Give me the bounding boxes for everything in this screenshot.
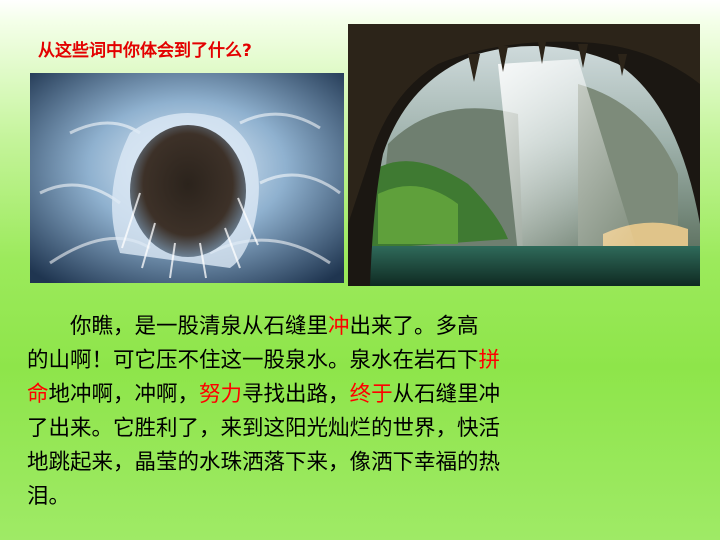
passage-segment: 出来了。多高 [349,314,479,339]
passage-segment: 从石缝里冲 [392,382,501,407]
highlighted-word: 命 [27,382,49,407]
passage-segment: 寻找出路， [242,382,350,407]
passage-line: 泪。 [27,480,667,514]
passage-line: 了出来。它胜利了，来到这阳光灿烂的世界，快活 [27,412,667,446]
passage-line: 地跳起来，晶莹的水珠洒落下来，像洒下幸福的热 [27,446,667,480]
cave-waterfall-photo [348,24,700,286]
passage-line: 你瞧，是一股清泉从石缝里冲出来了。多高 [27,310,667,344]
passage-segment: 的山啊！可它压不住这一股泉水。泉水在岩石下 [27,348,479,373]
passage-text: 你瞧，是一股清泉从石缝里冲出来了。多高 的山啊！可它压不住这一股泉水。泉水在岩石下… [27,310,667,514]
highlighted-word: 终于 [349,382,393,407]
passage-segment: 了出来。它胜利了，来到这阳光灿烂的世界，快活 [27,416,501,441]
passage-segment: 地冲啊，冲啊， [48,382,200,407]
passage-segment: 泪。 [27,484,71,509]
passage-line: 命地冲啊，冲啊，努力寻找出路，终于从石缝里冲 [27,378,667,412]
highlighted-word: 拼 [478,348,501,373]
passage-line: 的山啊！可它压不住这一股泉水。泉水在岩石下拼 [27,344,667,378]
highlighted-word: 冲 [328,314,350,339]
highlighted-word: 努力 [199,382,243,407]
passage-segment: 你瞧，是一股清泉从石缝里 [27,314,329,339]
question-heading: 从这些词中你体会到了什么? [38,41,252,61]
passage-segment: 地跳起来，晶莹的水珠洒落下来，像洒下幸福的热 [27,450,501,475]
water-spring-photo [30,73,344,283]
